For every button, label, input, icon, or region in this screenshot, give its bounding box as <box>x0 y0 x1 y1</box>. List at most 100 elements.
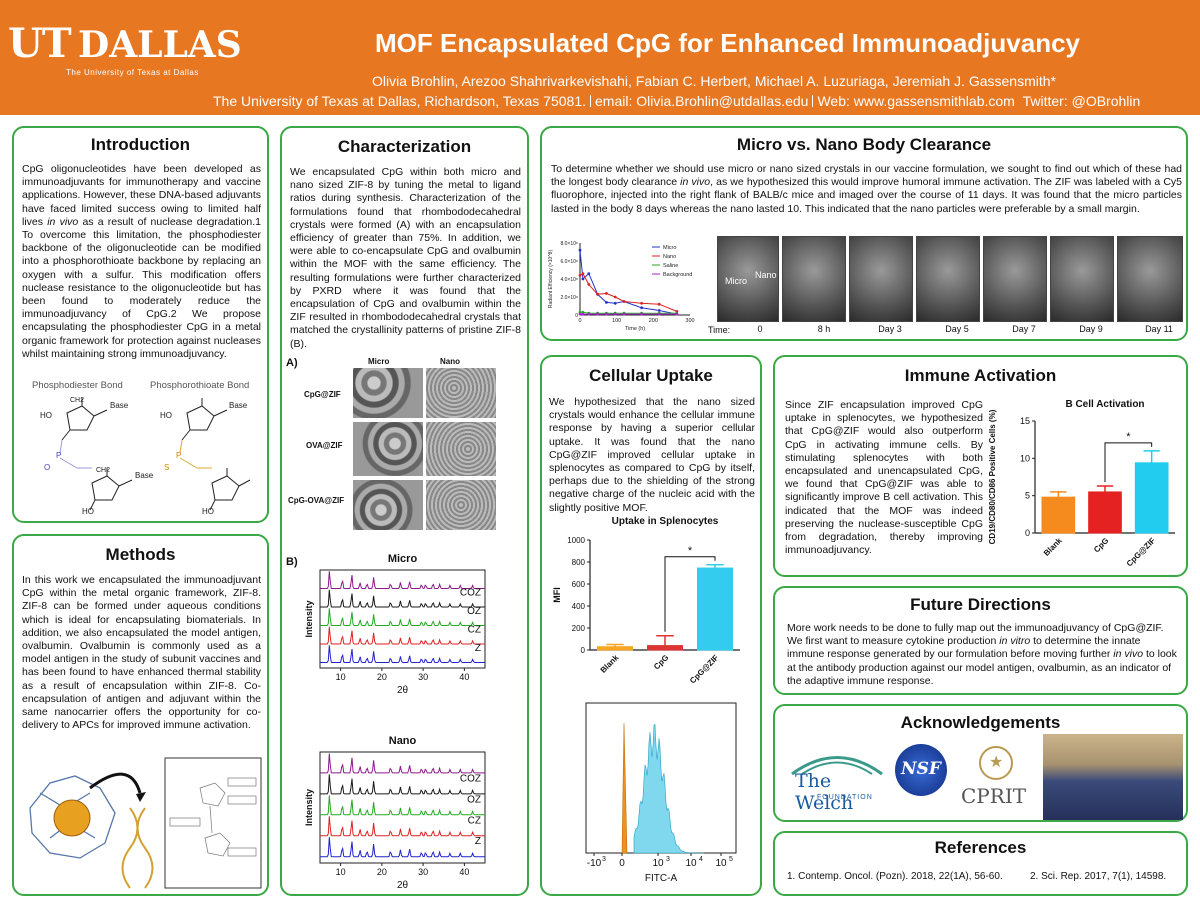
y-axis-label: Intensity <box>304 600 314 637</box>
introduction-title: Introduction <box>90 135 191 154</box>
x-tick-label: -10 <box>587 858 602 869</box>
bar-cpgzif <box>1134 462 1169 534</box>
group-photo <box>1043 734 1183 820</box>
data-point <box>578 274 582 277</box>
mouse-image <box>916 236 980 322</box>
significance-bracket <box>664 556 716 632</box>
utd-logo: UT DALLAS The University of Texas at Dal… <box>8 20 242 80</box>
svg-text:P: P <box>176 451 181 460</box>
pxrd-trace <box>319 816 485 837</box>
svg-text:CH2: CH2 <box>70 397 84 404</box>
trace-label: COZ <box>460 588 481 599</box>
category-label: Blank <box>1042 536 1064 558</box>
x-tick-label: 0 <box>578 318 581 324</box>
y-tick-label: 10 <box>1020 453 1030 463</box>
x-tick-exponent: 4 <box>699 856 703 863</box>
x-tick-label: 200 <box>649 318 658 324</box>
pxrd-micro-chart: Micro 10 20 30 40 2θ Intensity COZ OZ CZ Z <box>304 553 486 696</box>
svg-text:S: S <box>164 463 169 472</box>
series-line-micro <box>579 250 677 315</box>
bond-diagram: Phosphodiester Bond Phosphorothioate Bon… <box>32 380 251 516</box>
x-tick-label: 20 <box>377 672 387 682</box>
radiant-efficiency-chart: 0 2.0×10⁸ 4.0×10⁸ 6.0×10⁸ 8.0×10⁸ 0 100 200 300 T… <box>548 241 695 332</box>
data-point <box>613 312 617 316</box>
sem-micro-cpg-ova <box>353 480 423 530</box>
x-tick-label: 40 <box>459 867 469 877</box>
chart-title: Uptake in Splenocytes <box>612 516 719 527</box>
y-axis-label: Radiant Efficiency (×10^8) <box>548 250 554 309</box>
significance-star: * <box>1126 431 1131 443</box>
bar-blank <box>1041 496 1076 534</box>
methods-title: Methods <box>105 545 176 564</box>
time-point: Day 9 <box>1079 324 1103 334</box>
methods-text: In this work we encapsulated the immunoa… <box>22 574 261 732</box>
references-panel: References 1. Contemp. Oncol. (Pozn). 20… <box>773 831 1188 896</box>
x-axis-label: 2θ <box>397 880 409 891</box>
data-point <box>640 301 643 305</box>
cprit-seal: ★ <box>979 746 1013 780</box>
poster-title: MOF Encapsulated CpG for Enhanced Immuno… <box>375 28 1080 58</box>
affiliation-line: The University of Texas at Dallas, Richa… <box>213 93 1140 109</box>
time-point: 0 <box>757 324 763 334</box>
data-point <box>675 312 679 316</box>
data-point <box>578 312 582 316</box>
significance-bracket <box>1104 442 1153 482</box>
sem-micro-ova <box>353 422 423 476</box>
characterization-text: We encapsulated CpG within both micro an… <box>290 166 521 350</box>
welch-foundation-logo: The Welch FOUNDATION <box>787 746 887 814</box>
data-point <box>640 312 643 316</box>
data-point <box>657 312 661 316</box>
histogram-control <box>621 722 628 854</box>
uptake-chart: Uptake in Splenocytes 0 200 400 600 800 1000 MF… <box>552 516 740 685</box>
y-tick-label: 2.0×10⁸ <box>560 295 578 301</box>
pxrd-trace <box>319 753 485 774</box>
mouse-micro-label: Micro <box>725 276 747 286</box>
pxrd-trace <box>319 774 485 795</box>
affiliation: The University of Texas at Dallas, Richa… <box>213 93 587 109</box>
pxrd-trace <box>319 589 485 608</box>
plot-frame <box>319 569 486 669</box>
x-tick-label: 40 <box>459 672 469 682</box>
twitter: Twitter: @OBrohlin <box>1022 93 1141 109</box>
sem-nano-cpg-ova <box>426 480 496 530</box>
uptake-title: Cellular Uptake <box>589 366 713 385</box>
svg-text:HO: HO <box>82 507 94 516</box>
mouse-image <box>1117 236 1183 322</box>
y-tick-label: 800 <box>572 558 586 567</box>
uptake-panel: Cellular Uptake We hypothesized that the… <box>540 355 762 896</box>
svg-text:O: O <box>44 463 50 472</box>
sem-row-label: OVA@ZIF <box>306 441 343 450</box>
category-label: CpG@ZIF <box>688 653 720 685</box>
data-point <box>605 292 608 295</box>
sem-col-nano: Nano <box>440 357 460 366</box>
data-point <box>622 300 626 303</box>
pxrd-trace <box>319 645 485 663</box>
bar-cpg <box>1088 491 1122 534</box>
authors: Olivia Brohlin, Arezoo Shahrivarkevishah… <box>372 73 1056 89</box>
data-point <box>578 248 582 252</box>
x-tick-label: 20 <box>377 867 387 877</box>
clearance-title: Micro vs. Nano Body Clearance <box>736 135 992 154</box>
acknowledgements-title: Acknowledgements <box>900 713 1061 732</box>
reference-2: 2. Sci. Rep. 2017, 7(1), 14598. <box>1030 871 1167 882</box>
time-point: Day 7 <box>1012 324 1036 334</box>
y-tick-label: 15 <box>1020 416 1030 426</box>
data-point <box>613 301 617 305</box>
sem-nano-cpg <box>426 368 496 418</box>
x-tick-exponent: 5 <box>729 856 733 863</box>
nsf-logo: NSF <box>895 744 947 796</box>
data-point <box>622 312 626 316</box>
y-tick-label: 0 <box>575 313 578 319</box>
immune-panel: Immune Activation Since ZIF encapsulatio… <box>773 355 1188 577</box>
trace-label: Z <box>475 643 481 654</box>
logo-ut: UT <box>8 20 72 67</box>
x-axis-label: Time (h) <box>625 326 645 332</box>
legend-label: Micro <box>663 245 676 251</box>
data-point <box>587 272 591 275</box>
svg-text:HO: HO <box>160 411 172 420</box>
sem-col-micro: Micro <box>368 357 390 366</box>
significance-star: * <box>688 545 693 557</box>
time-point: Day 11 <box>1145 324 1173 334</box>
data-point <box>581 312 585 316</box>
